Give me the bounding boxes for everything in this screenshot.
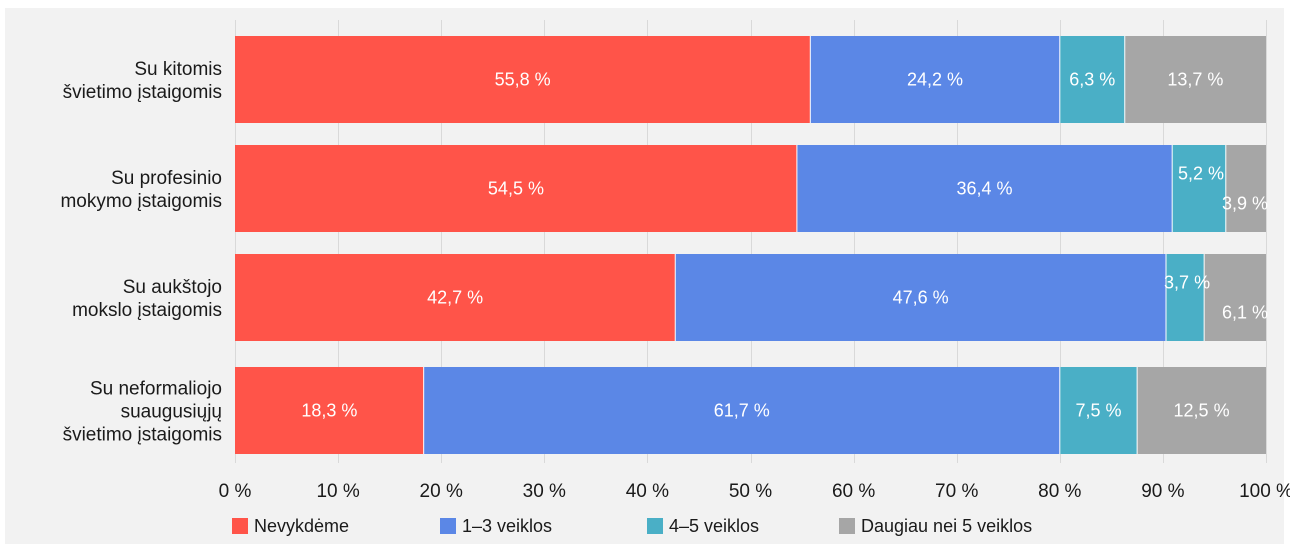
x-tick-label-100: 100 % — [1239, 481, 1290, 502]
data-label-4-2: 61,7 % — [714, 401, 770, 421]
bars: 55,8 % 24,2 % 6,3 % 13,7 % 54,5 % 36,4 % 5,2 %… — [235, 36, 1268, 454]
x-axis-ticks: 0 % 10 % 20 % 30 % 40 % 50 % 60 % 70 % 80 % 90 % 1… — [219, 481, 1290, 502]
data-label-2-1: 54,5 % — [488, 179, 544, 199]
bar-segment-3-1 — [235, 254, 676, 341]
data-label-2-4: 3,9 % — [1222, 194, 1268, 214]
bar-segment-4-4 — [1137, 367, 1266, 454]
category-label-line: Su kitomis — [134, 59, 222, 80]
data-label-1-3: 6,3 % — [1069, 70, 1115, 90]
data-label-4-3: 7,5 % — [1075, 401, 1121, 421]
category-label-3: Su aukštojo mokslo įstaigomis — [72, 277, 222, 321]
legend-swatch-1 — [232, 518, 248, 534]
x-tick-label-90: 90 % — [1141, 481, 1184, 502]
category-label-line: švietimo įstaigomis — [63, 425, 222, 446]
bar-segment-4-3 — [1059, 367, 1138, 454]
data-label-4-1: 18,3 % — [301, 401, 357, 421]
x-tick-label-0: 0 % — [219, 481, 252, 502]
legend-swatch-2 — [440, 518, 456, 534]
legend-label-3: 4–5 veiklos — [669, 516, 759, 536]
data-label-2-2: 36,4 % — [957, 179, 1013, 199]
category-label-line: Su neformaliojo — [90, 379, 222, 400]
bar-segment-1-2 — [810, 36, 1060, 123]
category-label-4: Su neformaliojo suaugusiųjų švietimo įstai… — [63, 379, 222, 446]
bar-segment-3-3 — [1165, 254, 1205, 341]
bar-segment-2-3 — [1172, 145, 1226, 232]
category-label-line: suaugusiųjų — [121, 402, 222, 423]
data-label-3-4: 6,1 % — [1222, 303, 1268, 323]
bar-segment-3-2 — [675, 254, 1166, 341]
data-label-3-1: 42,7 % — [427, 288, 483, 308]
data-label-1-4: 13,7 % — [1167, 70, 1223, 90]
bar-segment-1-1 — [235, 36, 811, 123]
legend-label-4: Daugiau nei 5 veiklos — [861, 516, 1032, 536]
data-label-1-2: 24,2 % — [907, 70, 963, 90]
legend-label-1: Nevykdėme — [254, 516, 349, 536]
x-tick-label-60: 60 % — [832, 481, 875, 502]
legend: Nevykdėme 1–3 veiklos 4–5 veiklos Daugiau n… — [232, 516, 1032, 536]
data-label-4-4: 12,5 % — [1174, 401, 1230, 421]
category-label-1: Su kitomis švietimo įstaigomis — [63, 59, 222, 103]
data-label-1-1: 55,8 % — [495, 70, 551, 90]
bar-segment-1-4 — [1124, 36, 1266, 123]
bar-segment-1-3 — [1059, 36, 1125, 123]
bar-segment-2-2 — [796, 145, 1173, 232]
x-tick-label-20: 20 % — [420, 481, 463, 502]
data-label-3-2: 47,6 % — [893, 288, 949, 308]
bar-segment-4-1 — [235, 367, 424, 454]
x-tick-label-70: 70 % — [935, 481, 978, 502]
legend-swatch-3 — [647, 518, 663, 534]
legend-label-2: 1–3 veiklos — [462, 516, 552, 536]
x-tick-label-50: 50 % — [729, 481, 772, 502]
x-tick-label-40: 40 % — [626, 481, 669, 502]
data-label-3-3: 3,7 % — [1164, 273, 1210, 293]
bar-segment-3-4 — [1204, 254, 1266, 341]
bar-segment-2-1 — [235, 145, 797, 232]
category-label-2: Su profesinio mokymo įstaigomis — [60, 168, 222, 212]
bar-segment-4-2 — [423, 367, 1060, 454]
category-label-line: mokymo įstaigomis — [60, 191, 222, 212]
x-tick-label-80: 80 % — [1038, 481, 1081, 502]
category-label-line: mokslo įstaigomis — [72, 300, 222, 321]
x-tick-label-30: 30 % — [523, 481, 566, 502]
bar-segment-2-4 — [1225, 145, 1266, 232]
category-label-line: švietimo įstaigomis — [63, 82, 222, 103]
x-tick-label-10: 10 % — [316, 481, 359, 502]
data-label-2-3: 5,2 % — [1178, 164, 1224, 184]
legend-swatch-4 — [839, 518, 855, 534]
category-label-line: Su profesinio — [111, 168, 222, 189]
category-label-line: Su aukštojo — [123, 277, 222, 298]
